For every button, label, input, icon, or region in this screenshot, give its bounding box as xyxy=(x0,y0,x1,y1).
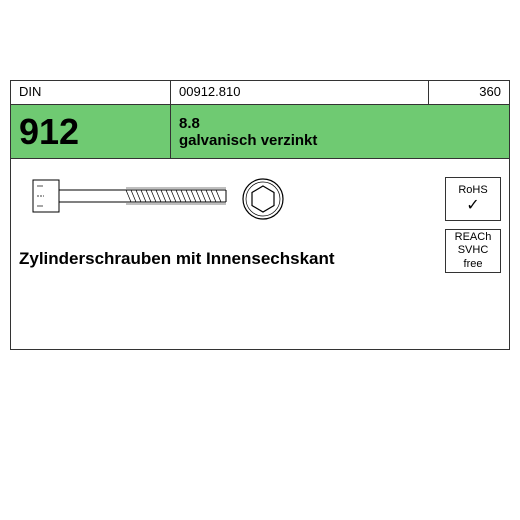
product-card: DIN 00912.810 360 912 8.8 galvanisch ver… xyxy=(10,80,510,350)
header-value: 360 xyxy=(429,81,509,104)
header-row: DIN 00912.810 360 xyxy=(11,81,509,105)
product-code: 00912.810 xyxy=(171,81,429,104)
material-grade: 8.8 xyxy=(179,115,501,132)
reach-badge: REACh SVHC free xyxy=(445,229,501,273)
spec-cell: 8.8 galvanisch verzinkt xyxy=(171,105,509,158)
rohs-badge: RoHS ✓ xyxy=(445,177,501,221)
hex-socket-icon xyxy=(241,177,285,221)
rohs-label: RoHS xyxy=(458,184,487,197)
surface-finish: galvanisch verzinkt xyxy=(179,132,501,149)
reach-line2: SVHC xyxy=(458,244,489,257)
screw-side-icon xyxy=(31,171,231,221)
reach-line3: free xyxy=(464,258,483,271)
din-number: 912 xyxy=(11,105,171,158)
spec-row: 912 8.8 galvanisch verzinkt xyxy=(11,105,509,159)
content-area: Zylinderschrauben mit Innensechskant RoH… xyxy=(11,159,509,349)
reach-line1: REACh xyxy=(455,231,492,244)
product-title: Zylinderschrauben mit Innensechskant xyxy=(19,249,335,269)
din-label: DIN xyxy=(11,81,171,104)
check-icon: ✓ xyxy=(466,198,479,214)
